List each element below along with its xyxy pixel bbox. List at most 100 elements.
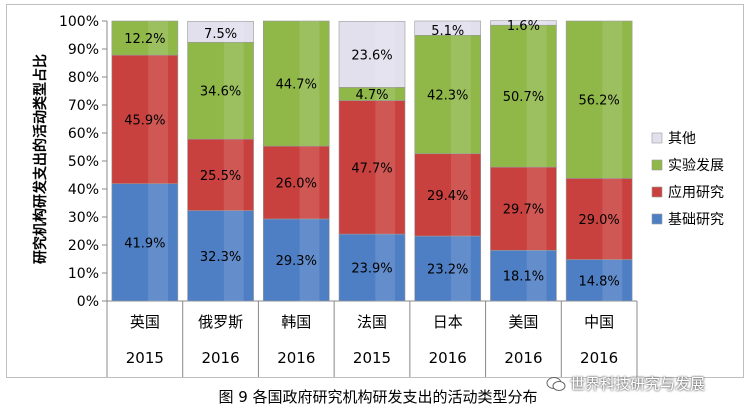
- year-label: 2015: [353, 349, 391, 367]
- bar-highlight: [223, 139, 244, 211]
- data-label: 34.6%: [200, 85, 241, 100]
- bar-highlight: [375, 87, 396, 101]
- year-label: 2016: [504, 349, 542, 367]
- data-label: 41.9%: [124, 236, 165, 251]
- bar-highlight: [526, 167, 547, 251]
- y-tick-label: 50%: [68, 154, 99, 170]
- legend-swatch: [651, 186, 663, 198]
- category-label: 日本: [433, 313, 463, 331]
- bar-highlight: [451, 35, 471, 154]
- bar-highlight: [148, 183, 168, 301]
- y-tick-label: 90%: [68, 42, 99, 58]
- bar-segment: [338, 20, 406, 88]
- year-label: 2016: [580, 349, 618, 367]
- y-axis-label: 研究机构研发支出的活动类型占比: [32, 54, 49, 264]
- bar-segment: [111, 183, 179, 302]
- bar-segment: [111, 20, 179, 56]
- data-label: 29.3%: [276, 254, 317, 269]
- legend-label: 其他: [668, 131, 696, 147]
- bar-highlight: [451, 153, 471, 237]
- y-tick-label: 0%: [77, 294, 99, 310]
- bar-segment: [414, 20, 482, 36]
- data-label: 23.9%: [351, 262, 392, 277]
- bar-highlight: [526, 20, 547, 26]
- data-label: 23.6%: [351, 48, 392, 63]
- year-label: 2016: [429, 349, 467, 367]
- data-label: 56.2%: [578, 94, 619, 109]
- bar-highlight: [299, 218, 320, 301]
- bar-segment: [414, 34, 482, 155]
- chart-frame: 0% 10% 20% 30% 40% 50% 60% 70% 80% 90% 100% 41.9% 4…: [6, 4, 744, 378]
- y-tick-label: 60%: [68, 126, 99, 142]
- bar-segment: [565, 20, 633, 179]
- bar-highlight: [526, 250, 547, 301]
- y-tick-label: 100%: [59, 14, 99, 30]
- bars: [111, 20, 633, 302]
- y-tick-label: 30%: [68, 210, 99, 226]
- bar-segment: [414, 153, 482, 237]
- bar-segment: [338, 233, 406, 302]
- y-tick-label: 70%: [68, 98, 99, 114]
- data-label: 4.7%: [355, 88, 388, 103]
- bar-segment: [187, 41, 254, 140]
- data-label: 18.1%: [503, 270, 544, 285]
- bar-highlight: [299, 146, 320, 219]
- bar-highlight: [148, 55, 168, 184]
- y-tick-label: 20%: [68, 238, 99, 254]
- bar-segment: [338, 100, 406, 235]
- legend-label: 应用研究: [668, 184, 724, 201]
- data-label: 29.7%: [503, 203, 544, 218]
- category-label: 俄罗斯: [198, 313, 243, 331]
- bar-highlight: [526, 25, 547, 168]
- bar-segment: [187, 210, 254, 302]
- bar-segment: [262, 145, 330, 220]
- wechat-icon: [546, 376, 566, 391]
- data-label: 26.0%: [276, 177, 317, 192]
- data-label: 47.7%: [351, 161, 392, 176]
- bar-highlight: [148, 21, 168, 56]
- bar-highlight: [223, 21, 244, 43]
- data-label: 45.9%: [124, 113, 165, 128]
- data-label: 42.3%: [427, 89, 468, 104]
- data-label: 5.1%: [431, 24, 464, 39]
- data-label: 12.2%: [124, 32, 165, 47]
- legend-swatch: [651, 132, 663, 144]
- data-label: 23.2%: [427, 263, 468, 278]
- data-label: 1.6%: [507, 19, 540, 34]
- category-label: 韩国: [281, 313, 311, 331]
- bar-segment: [111, 54, 179, 184]
- bar-highlight: [375, 21, 396, 88]
- data-label: 29.4%: [427, 189, 468, 204]
- bar-highlight: [602, 178, 623, 260]
- watermark: 世界科技研究与发展: [546, 373, 705, 394]
- legend-swatch: [651, 213, 663, 225]
- y-tick-label: 40%: [68, 182, 99, 198]
- bar-segment: [490, 20, 557, 26]
- y-tick-label: 10%: [68, 266, 99, 282]
- bar-segment: [262, 218, 330, 302]
- legend-label: 基础研究: [668, 211, 724, 228]
- data-label: 25.5%: [200, 169, 241, 184]
- figure-caption: 图 9 各国政府研究机构研发支出的活动类型分布: [218, 388, 538, 406]
- bar-highlight: [602, 21, 623, 179]
- bar-segment: [187, 20, 254, 43]
- year-label: 2016: [277, 349, 315, 367]
- stacked-bar-chart: 0% 10% 20% 30% 40% 50% 60% 70% 80% 90% 100% 41.9% 4…: [32, 14, 724, 377]
- legend-swatch: [651, 159, 663, 171]
- bar-segment: [490, 166, 557, 251]
- category-labels: 英国 2015 俄罗斯 2016 韩国 2016 法国 2015 日本 2016 美国 2016 中国 2…: [126, 313, 618, 367]
- data-label: 7.5%: [204, 27, 237, 42]
- year-label: 2015: [126, 349, 164, 367]
- bar-highlight: [451, 236, 471, 301]
- axes: 0% 10% 20% 30% 40% 50% 60% 70% 80% 90% 100%: [59, 14, 638, 377]
- bar-segment: [414, 235, 482, 302]
- bar-segment: [262, 20, 330, 147]
- category-label: 英国: [130, 313, 160, 331]
- bar-highlight: [375, 234, 396, 301]
- bar-highlight: [223, 210, 244, 301]
- data-label: 32.3%: [200, 250, 241, 265]
- y-tick-label: 80%: [68, 70, 99, 86]
- data-label: 14.8%: [578, 274, 619, 289]
- bar-segment: [490, 24, 557, 168]
